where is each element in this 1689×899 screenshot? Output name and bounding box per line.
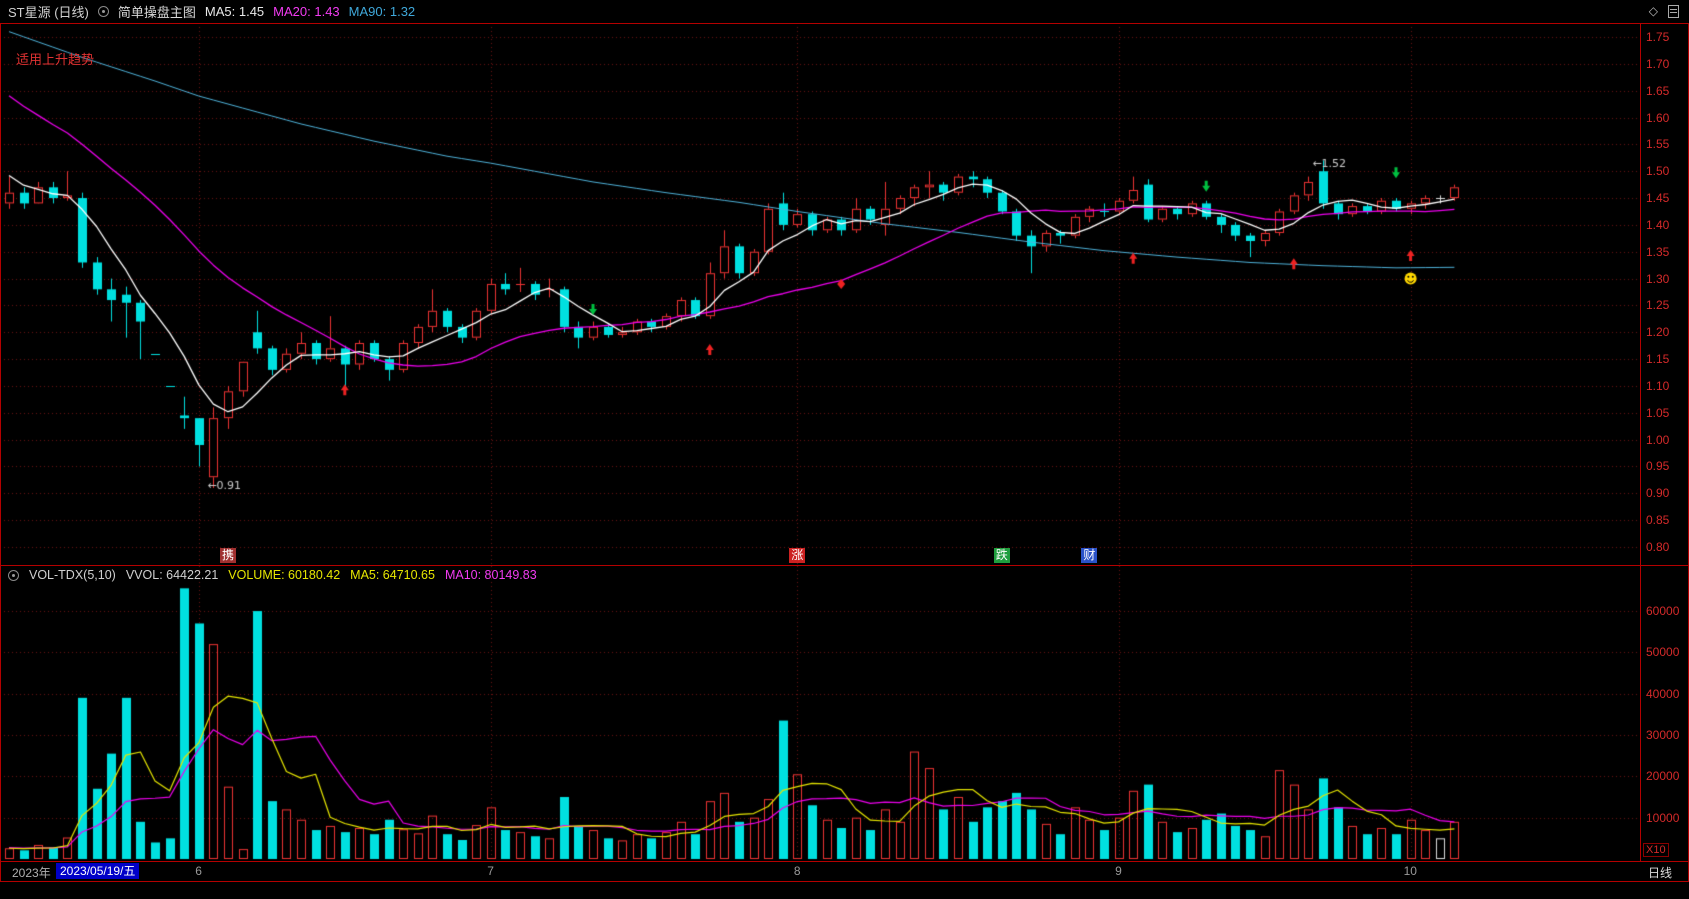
diamond-icon[interactable]: ◇	[1648, 4, 1658, 18]
main-chart-pane: 适用上升趋势 携 涨 跌 财	[0, 23, 1640, 565]
indicator-toggle-icon[interactable]	[8, 569, 19, 581]
price-tick-label: 1.65	[1646, 83, 1670, 98]
ma5-value-label: MA5: 1.45	[204, 3, 265, 19]
vol-ma5-label: MA5: 64710.65	[350, 568, 435, 582]
frame-line	[0, 23, 1689, 24]
volume-tick-label: 40000	[1646, 686, 1680, 701]
time-axis-bar[interactable]: 2023年 2023/05/19/五 日线 6 7 8 9 10	[0, 862, 1689, 881]
chart-header: ST星源 (日线) 简单操盘主图 MA5: 1.45 MA20: 1.43 MA…	[0, 0, 1689, 22]
volume-tick-label: 50000	[1646, 645, 1680, 660]
pane-divider	[0, 565, 1689, 566]
price-tick-label: 1.05	[1646, 405, 1670, 420]
volume-tick-label: 10000	[1646, 810, 1680, 825]
price-tick-label: 1.30	[1646, 271, 1670, 286]
header-right-controls: ◇	[1649, 4, 1689, 18]
price-tick-label: 0.85	[1646, 513, 1670, 528]
panel-icon[interactable]	[1668, 4, 1679, 18]
chart-tag-跌: 跌	[993, 548, 1010, 563]
ma90-value-label: MA90: 1.32	[348, 3, 416, 19]
volume-tick-label: 20000	[1646, 769, 1680, 784]
price-tick-label: 0.90	[1646, 486, 1670, 501]
frame-line	[0, 881, 1689, 882]
period-label[interactable]: 日线	[1648, 866, 1673, 880]
main-chart-canvas[interactable]	[0, 23, 1640, 565]
stock-title: ST星源 (日线)	[8, 4, 89, 20]
price-tick-label: 1.20	[1646, 325, 1670, 340]
price-tick-label: 1.45	[1646, 191, 1670, 206]
price-tick-label: 1.15	[1646, 352, 1670, 367]
volume-tick-label: 60000	[1646, 604, 1680, 619]
price-tick-label: 1.50	[1646, 164, 1670, 179]
volume-pane: VOL-TDX(5,10) VVOL: 64422.21 VOLUME: 601…	[0, 566, 1640, 861]
cursor-date-label: 2023/05/19/五	[56, 863, 140, 879]
vvol-value-label: VVOL: 64422.21	[125, 568, 219, 582]
frame-line	[0, 23, 1, 881]
year-label: 2023年	[12, 866, 51, 880]
volume-unit-label: X10	[1643, 843, 1669, 857]
price-tick-label: 0.95	[1646, 459, 1670, 474]
price-tick-label: 1.55	[1646, 137, 1670, 152]
price-tick-label: 1.35	[1646, 244, 1670, 259]
trend-note: 适用上升趋势	[16, 52, 95, 67]
month-tick-label: 7	[487, 864, 494, 878]
main-indicator-name[interactable]: 简单操盘主图	[117, 4, 196, 20]
chart-tag-财: 财	[1081, 548, 1098, 563]
price-axis-column: X10 1.75 1.70 1.65 1.60 1.55 1.50 1.45 1.40 1.35…	[1641, 23, 1689, 861]
axis-separator	[1640, 23, 1641, 861]
price-tick-label: 1.40	[1646, 217, 1670, 232]
indicator-toggle-icon[interactable]	[97, 5, 109, 17]
volume-value-label: VOLUME: 60180.42	[228, 568, 341, 582]
ma20-value-label: MA20: 1.43	[273, 3, 340, 19]
chart-tag-涨: 涨	[789, 548, 806, 563]
month-tick-label: 9	[1115, 864, 1122, 878]
vol-indicator-label[interactable]: VOL-TDX(5,10)	[29, 568, 116, 582]
vol-ma10-label: MA10: 80149.83	[444, 568, 537, 582]
frame-line	[0, 861, 1689, 862]
month-tick-label: 10	[1403, 864, 1417, 878]
price-tick-label: 0.80	[1646, 540, 1670, 554]
volume-chart-canvas[interactable]	[0, 566, 1640, 861]
price-tick-label: 1.60	[1646, 110, 1670, 125]
price-tick-label: 1.25	[1646, 298, 1670, 313]
price-tick-label: 1.70	[1646, 56, 1670, 71]
price-tick-label: 1.00	[1646, 432, 1670, 447]
volume-header: VOL-TDX(5,10) VVOL: 64422.21 VOLUME: 601…	[8, 568, 537, 582]
price-tick-label: 1.75	[1646, 30, 1670, 44]
volume-tick-label: 30000	[1646, 728, 1680, 743]
chart-tag-携: 携	[220, 548, 237, 563]
month-tick-label: 8	[793, 864, 801, 878]
month-tick-label: 6	[195, 864, 202, 878]
price-tick-label: 1.10	[1646, 378, 1670, 393]
